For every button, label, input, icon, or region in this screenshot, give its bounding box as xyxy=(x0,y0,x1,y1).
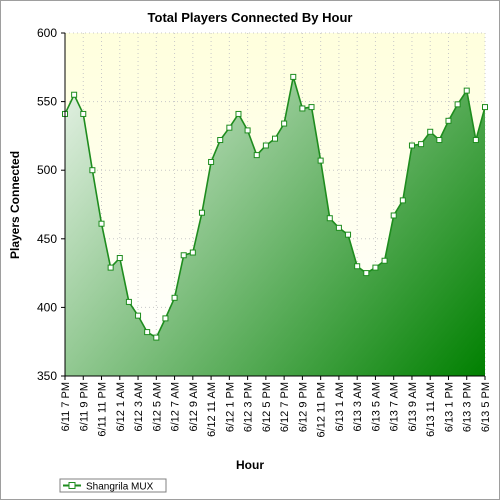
x-tick-label: 6/13 5 PM xyxy=(480,382,492,432)
x-tick-label: 6/12 9 PM xyxy=(297,382,309,432)
data-point xyxy=(290,73,297,80)
data-point xyxy=(244,127,251,134)
y-axis-title: Players Connected xyxy=(8,151,22,259)
x-axis-title: Hour xyxy=(236,458,264,472)
data-point xyxy=(89,167,96,174)
data-point xyxy=(299,105,306,112)
x-tick-label: 6/13 7 AM xyxy=(389,382,401,432)
x-tick-label: 6/12 9 AM xyxy=(188,382,200,432)
x-tick-label: 6/12 3 AM xyxy=(133,382,145,432)
x-tick-label: 6/12 11 PM xyxy=(316,382,328,437)
data-point xyxy=(390,212,397,219)
data-point xyxy=(281,120,288,127)
data-point xyxy=(125,298,132,305)
y-axis-ticks: 350 400 450 500 550 600 xyxy=(37,26,65,383)
data-point xyxy=(235,110,242,117)
data-point xyxy=(445,117,452,124)
data-point xyxy=(308,104,315,111)
x-tick-label: 6/13 9 AM xyxy=(407,382,419,432)
data-point xyxy=(454,101,461,108)
data-point xyxy=(153,334,160,341)
x-tick-label: 6/12 3 PM xyxy=(243,382,255,432)
data-point xyxy=(381,257,388,264)
x-tick-label: 6/13 11 AM xyxy=(425,382,437,437)
data-point xyxy=(335,224,342,231)
data-point xyxy=(98,220,105,227)
x-tick-label: 6/12 11 AM xyxy=(206,382,218,437)
x-tick-label: 6/13 3 AM xyxy=(352,382,364,432)
data-point xyxy=(116,255,123,262)
series-points xyxy=(62,73,488,341)
legend: Shangrila MUX xyxy=(59,478,167,493)
data-point xyxy=(272,135,278,142)
x-tick-label: 6/12 7 AM xyxy=(170,382,182,432)
data-point xyxy=(262,142,269,149)
data-point xyxy=(162,315,169,322)
x-tick-label: 6/11 9 PM xyxy=(78,382,90,431)
x-tick-label: 6/13 3 PM xyxy=(462,382,474,432)
data-point xyxy=(408,142,415,149)
data-point xyxy=(180,252,187,259)
y-tick-label: 550 xyxy=(37,95,57,109)
legend-label: Shangrila MUX xyxy=(86,482,154,493)
data-point xyxy=(345,231,352,238)
data-point xyxy=(326,215,333,222)
x-tick-label: 6/11 7 PM xyxy=(60,382,72,431)
legend-box xyxy=(59,478,167,493)
data-point xyxy=(107,264,114,271)
x-tick-label: 6/12 5 PM xyxy=(261,382,273,432)
chart-title: Total Players Connected By Hour xyxy=(148,10,353,25)
data-point xyxy=(354,263,361,270)
x-axis-ticks: 6/11 7 PM 6/11 9 PM 6/11 11 PM 6/12 1 AM 6/1… xyxy=(60,376,492,437)
data-point xyxy=(226,124,233,131)
data-point xyxy=(208,158,215,165)
data-point xyxy=(198,209,205,216)
x-tick-label: 6/13 5 AM xyxy=(370,382,382,432)
data-point xyxy=(463,87,470,94)
x-tick-label: 6/12 7 PM xyxy=(279,382,291,432)
y-tick-label: 500 xyxy=(37,163,57,177)
data-point xyxy=(217,137,224,144)
data-point xyxy=(80,110,87,117)
data-point xyxy=(399,197,406,204)
data-point xyxy=(71,91,78,98)
data-point xyxy=(253,152,260,159)
data-point xyxy=(436,137,443,144)
data-point xyxy=(189,249,196,256)
data-point xyxy=(427,128,434,135)
x-tick-label: 6/12 1 AM xyxy=(115,382,127,432)
data-point xyxy=(482,104,488,111)
data-point xyxy=(144,329,151,336)
x-tick-label: 6/13 1 PM xyxy=(443,382,455,432)
axes xyxy=(64,33,485,377)
x-tick-label: 6/13 1 AM xyxy=(334,382,346,432)
data-point xyxy=(171,294,178,301)
x-tick-label: 6/12 5 AM xyxy=(151,382,163,432)
legend-marker-swatch xyxy=(68,482,76,489)
x-tick-label: 6/12 1 PM xyxy=(224,382,236,432)
x-tick-label: 6/11 11 PM xyxy=(97,382,109,437)
data-point xyxy=(372,264,379,271)
data-point xyxy=(363,270,370,277)
y-tick-label: 450 xyxy=(37,232,57,246)
series-area xyxy=(65,76,485,377)
y-tick-label: 600 xyxy=(37,26,57,40)
data-point xyxy=(472,137,479,144)
data-point xyxy=(418,141,425,148)
data-point xyxy=(135,312,142,319)
y-tick-label: 400 xyxy=(37,300,57,314)
y-tick-label: 350 xyxy=(37,369,57,383)
data-point xyxy=(317,157,324,164)
